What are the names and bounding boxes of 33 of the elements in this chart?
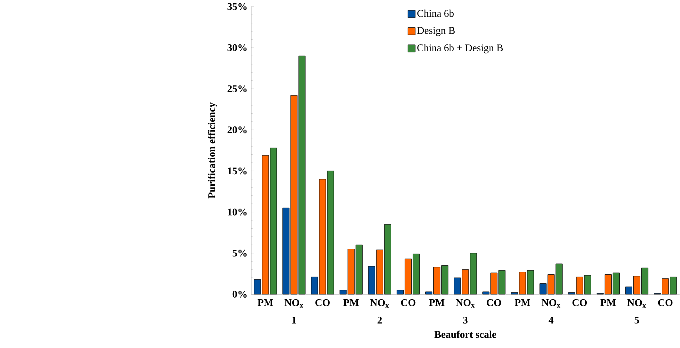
- legend-label: China 6b + Design B: [418, 44, 504, 54]
- x-tick-label: PM: [429, 300, 445, 306]
- x-tick-label: PM: [344, 300, 360, 306]
- legend-label: China 6b: [418, 10, 454, 18]
- x-tick-label: NO$_{x}$: [456, 300, 475, 308]
- y-tick-label: 35%: [228, 3, 247, 10]
- x-axis-title: Beaufort scale: [434, 330, 496, 338]
- y-tick-label: 10%: [228, 208, 247, 216]
- x-tick-label: CO: [658, 300, 673, 306]
- x-tick-label: PM: [600, 300, 616, 306]
- x-tick-label: PM: [258, 300, 274, 306]
- x-tick-label: CO: [572, 300, 588, 306]
- y-tick-label: 0%: [232, 291, 247, 298]
- text: 5: [634, 317, 640, 324]
- y-tick-label: 20%: [228, 126, 247, 134]
- y-tick-label: 30%: [228, 44, 247, 52]
- text: 1: [292, 317, 296, 324]
- y-tick-label: 25%: [228, 86, 247, 93]
- x-tick-label: CO: [316, 300, 330, 306]
- y-tick-label: 15%: [228, 168, 247, 175]
- y-axis-title: Purification efficiency: [208, 102, 218, 199]
- x-tick-label: NO$_{x}$: [370, 300, 390, 308]
- text: 3: [463, 317, 468, 324]
- x-tick-label: NO$_{x}$: [628, 300, 646, 308]
- x-tick-label: CO: [401, 300, 416, 306]
- x-tick-label: NO$_{x}$: [542, 300, 561, 308]
- x-tick-label: PM: [514, 300, 530, 306]
- x-tick-label: CO: [487, 300, 502, 306]
- x-tick-label: NO$_{x}$: [284, 300, 304, 308]
- text: 4: [548, 317, 554, 324]
- legend-label: Design B: [417, 27, 455, 36]
- text: 2: [378, 317, 382, 324]
- y-tick-label: 5%: [232, 250, 247, 257]
